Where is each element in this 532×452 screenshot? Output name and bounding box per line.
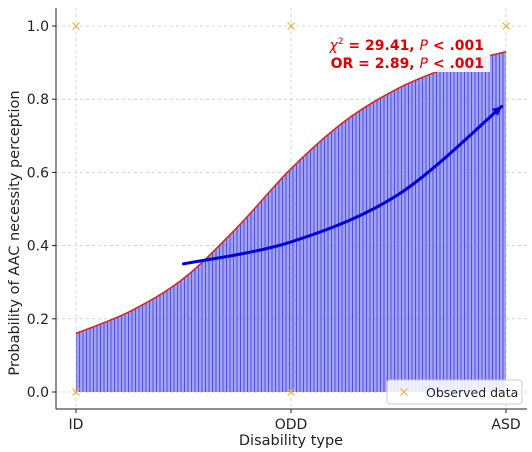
observed-point	[287, 22, 295, 30]
x-tick-label: ODD	[275, 417, 308, 433]
legend: Observed data	[386, 379, 523, 405]
legend-box	[386, 379, 523, 405]
x-axis-label: Disability type	[239, 433, 343, 449]
x-tick-label: ASD	[491, 417, 520, 433]
y-tick-label: 1.0	[27, 19, 49, 35]
y-axis-label: Probability of AAC necessity perception	[7, 90, 23, 375]
annotation-line-1: χ2 = 29.41, P < .001	[329, 37, 484, 54]
y-tick-label: 0.2	[27, 312, 49, 328]
ticks: 0.0 0.2 0.4 0.6 0.8 1.0 ID ODD ASD	[27, 19, 521, 433]
observed-point	[502, 22, 510, 30]
axis-labels: Disability type Probability of AAC neces…	[7, 90, 343, 449]
fitted-curve	[75, 50, 507, 335]
observed-point	[72, 388, 80, 396]
trend-arrow-line	[182, 105, 504, 266]
trend-arrow	[182, 105, 504, 266]
annotation-line-2: OR = 2.89, P < .001	[331, 56, 484, 72]
fitted-curve-line	[75, 50, 507, 335]
y-tick-label: 0.4	[27, 239, 49, 255]
y-tick-label: 0.0	[27, 385, 49, 401]
observed-point	[72, 22, 80, 30]
legend-marker	[400, 388, 408, 396]
annotation-background	[318, 34, 490, 72]
statistics-annotation: χ2 = 29.41, P < .001 OR = 2.89, P < .001	[318, 34, 490, 72]
trend-arrow-head	[491, 106, 502, 116]
area-fill	[76, 51, 506, 392]
x-tick-label: ID	[69, 417, 84, 433]
observed-point	[287, 388, 295, 396]
y-tick-label: 0.6	[27, 165, 49, 181]
y-tick-label: 0.8	[27, 92, 49, 108]
legend-label: Observed data	[426, 385, 518, 400]
